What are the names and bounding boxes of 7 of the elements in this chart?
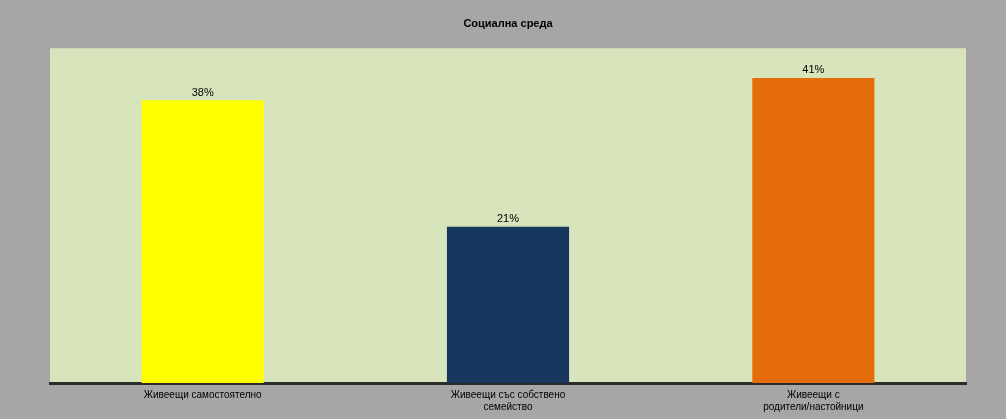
x-tick-label: Живеещи самостоятелно: [143, 388, 262, 400]
data-label: 38%: [191, 85, 214, 98]
x-tick-label: Живеещи със собствено семейство: [450, 388, 566, 412]
data-label: 41%: [802, 63, 825, 76]
data-label: 21%: [496, 212, 520, 225]
chart-title: Социална среда: [463, 16, 554, 29]
x-tick-label: Живеещи с родители/настойници: [763, 388, 864, 412]
